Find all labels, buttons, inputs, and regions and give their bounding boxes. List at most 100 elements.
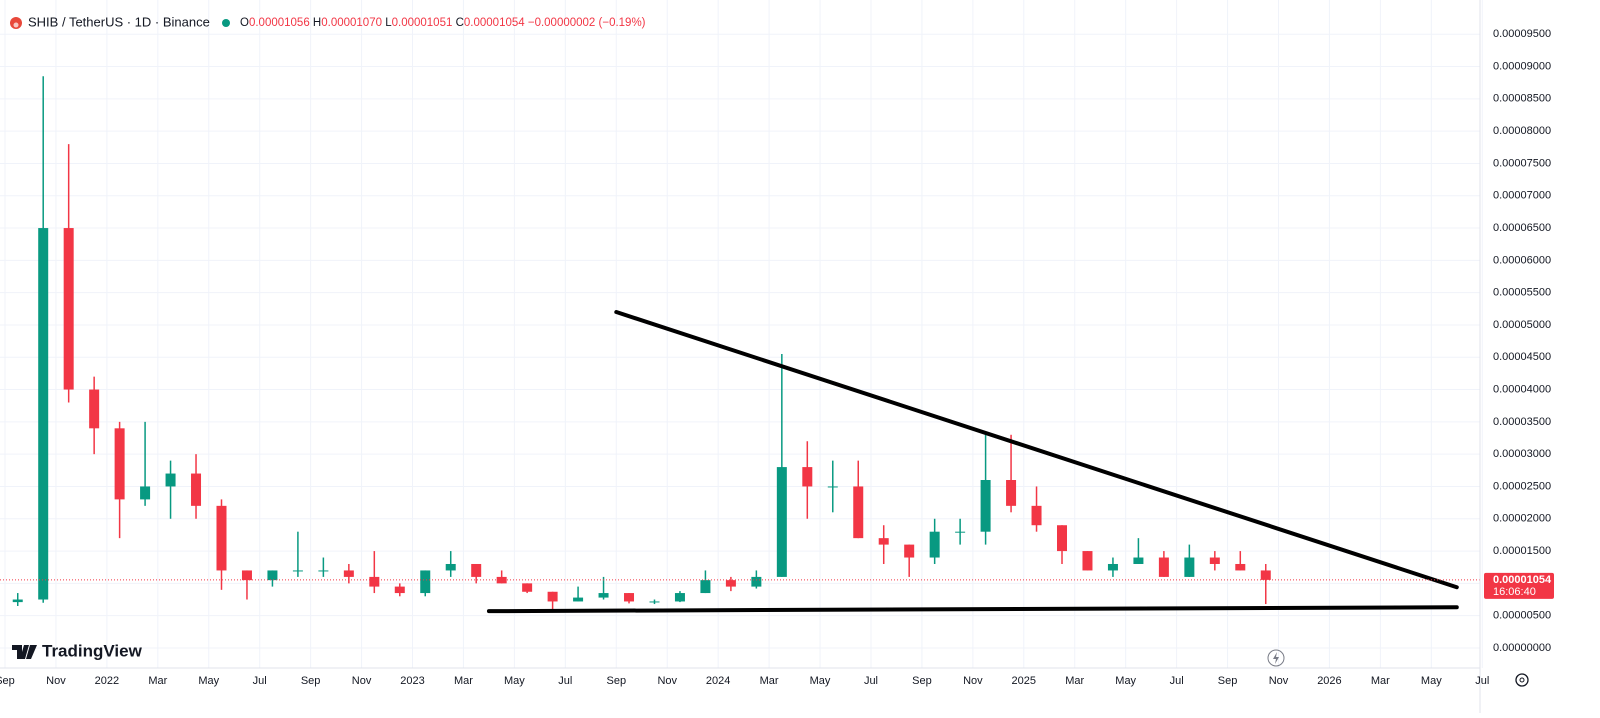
candle-body (267, 570, 278, 581)
candle-body (980, 480, 991, 532)
x-tick-label: 2022 (95, 675, 119, 687)
ohlc-values: O0.00001056 H0.00001070 L0.00001051 C0.0… (240, 17, 646, 29)
candle-body (1184, 557, 1195, 577)
brand-name: TradingView (42, 641, 143, 660)
y-tick-label: 0.00005000 (1493, 319, 1551, 331)
candle-body (1107, 563, 1118, 571)
x-tick-label: 2026 (1317, 675, 1341, 687)
x-tick-label: Mar (1371, 675, 1390, 687)
replay-button[interactable] (1267, 649, 1285, 667)
candle-body (63, 228, 74, 390)
candle-body (165, 473, 176, 487)
candle-body (420, 570, 431, 594)
x-tick-label: 2025 (1012, 675, 1036, 687)
candle-body (547, 591, 558, 602)
x-tick-label: Nov (657, 675, 677, 687)
grid (0, 0, 1483, 668)
x-tick-label: Jul (558, 675, 572, 687)
candle-body (216, 505, 227, 571)
x-tick-label: Sep (1218, 675, 1238, 687)
y-tick-label: 0.00004500 (1493, 351, 1551, 363)
x-tick-label: Nov (352, 675, 372, 687)
candle-body (394, 586, 405, 594)
last-price-label: 0.00001054 (1493, 574, 1552, 586)
x-tick-label: Jul (1170, 675, 1184, 687)
y-tick-label: 0.00003000 (1493, 448, 1551, 460)
x-tick-label: Nov (1269, 675, 1289, 687)
candle-body (1031, 505, 1042, 526)
settings-button[interactable] (1515, 673, 1529, 687)
y-tick-label: 0.00001500 (1493, 545, 1551, 557)
candle-body (1209, 557, 1220, 564)
candle-body (725, 580, 736, 587)
candle-body (38, 228, 49, 600)
market-status[interactable] (222, 19, 230, 27)
x-tick-label: Sep (912, 675, 932, 687)
y-tick-label: 0.00007000 (1493, 190, 1551, 202)
symbol-title: SHIB / TetherUS · 1D · Binance (28, 14, 210, 29)
replay-icon (1273, 652, 1279, 664)
last-price-box (1484, 572, 1554, 599)
branding: TradingView (12, 641, 143, 660)
symbol-icon-detail (13, 22, 19, 28)
x-tick-label: Mar (148, 675, 167, 687)
candle-body (12, 599, 23, 603)
candle-body (751, 576, 762, 587)
x-tick-label: Mar (760, 675, 779, 687)
y-tick-label: 0.00008000 (1493, 125, 1551, 137)
ohlc-value: 0.00001054 (464, 17, 525, 29)
x-tick-label: Jul (253, 675, 267, 687)
candle-body (598, 593, 609, 598)
x-tick-label: Nov (963, 675, 983, 687)
x-tick-label: Sep (0, 675, 15, 687)
x-tick-label: May (504, 675, 525, 687)
candle-body (674, 593, 685, 602)
candle-body (1133, 557, 1144, 564)
x-tick-label: Mar (454, 675, 473, 687)
x-tick-label: 2023 (400, 675, 424, 687)
candle-body (191, 473, 202, 506)
y-tick-label: 0.00009000 (1493, 60, 1551, 72)
trendline (614, 310, 1459, 590)
candle-body (904, 544, 915, 558)
candle-body (878, 538, 889, 545)
candle-body (827, 486, 838, 488)
ohlc-value: 0.00001070 (321, 17, 382, 29)
ohlc-value: 0.00001056 (249, 17, 310, 29)
candle-body (955, 531, 966, 533)
y-tick-label: 0.00008500 (1493, 93, 1551, 105)
y-tick-label: 0.00000000 (1493, 642, 1551, 654)
candle-body (853, 486, 864, 539)
x-tick-label: Sep (301, 675, 321, 687)
ohlc-change: −0.00000002 (−0.19%) (528, 17, 646, 29)
y-tick-label: 0.00002000 (1493, 513, 1551, 525)
x-tick-label: 2024 (706, 675, 730, 687)
candle-body (1260, 570, 1271, 580)
y-tick-label: 0.00004000 (1493, 383, 1551, 395)
y-tick-label: 0.00002500 (1493, 480, 1551, 492)
x-tick-label: Nov (46, 675, 66, 687)
candle-body (114, 428, 125, 500)
candle-body (700, 580, 711, 594)
x-tick-label: Jul (1475, 675, 1489, 687)
x-tick-label: Jul (864, 675, 878, 687)
x-tick-label: May (198, 675, 219, 687)
candle-body (929, 531, 940, 558)
y-tick-label: 0.00005500 (1493, 287, 1551, 299)
price-axis: 0.000000000.000005000.000010000.00001500… (1484, 28, 1554, 654)
candle-body (445, 563, 456, 571)
time-axis: Sep Nov 2022 Mar May Jul Sep Nov 2023 Mar May Jul Se… (0, 675, 1489, 687)
candle-body (1057, 525, 1068, 552)
y-tick-label: 0.00009500 (1493, 28, 1551, 40)
candle-body (1158, 557, 1169, 577)
ohlc-key: C (456, 17, 464, 29)
trendline (486, 605, 1459, 614)
candle-body (1235, 563, 1246, 571)
candle-body (1082, 551, 1093, 571)
y-tick-label: 0.00007500 (1493, 157, 1551, 169)
candle-body (1006, 480, 1017, 506)
y-tick-label: 0.00003500 (1493, 416, 1551, 428)
candle-body (369, 576, 380, 587)
candle-body (624, 593, 635, 602)
